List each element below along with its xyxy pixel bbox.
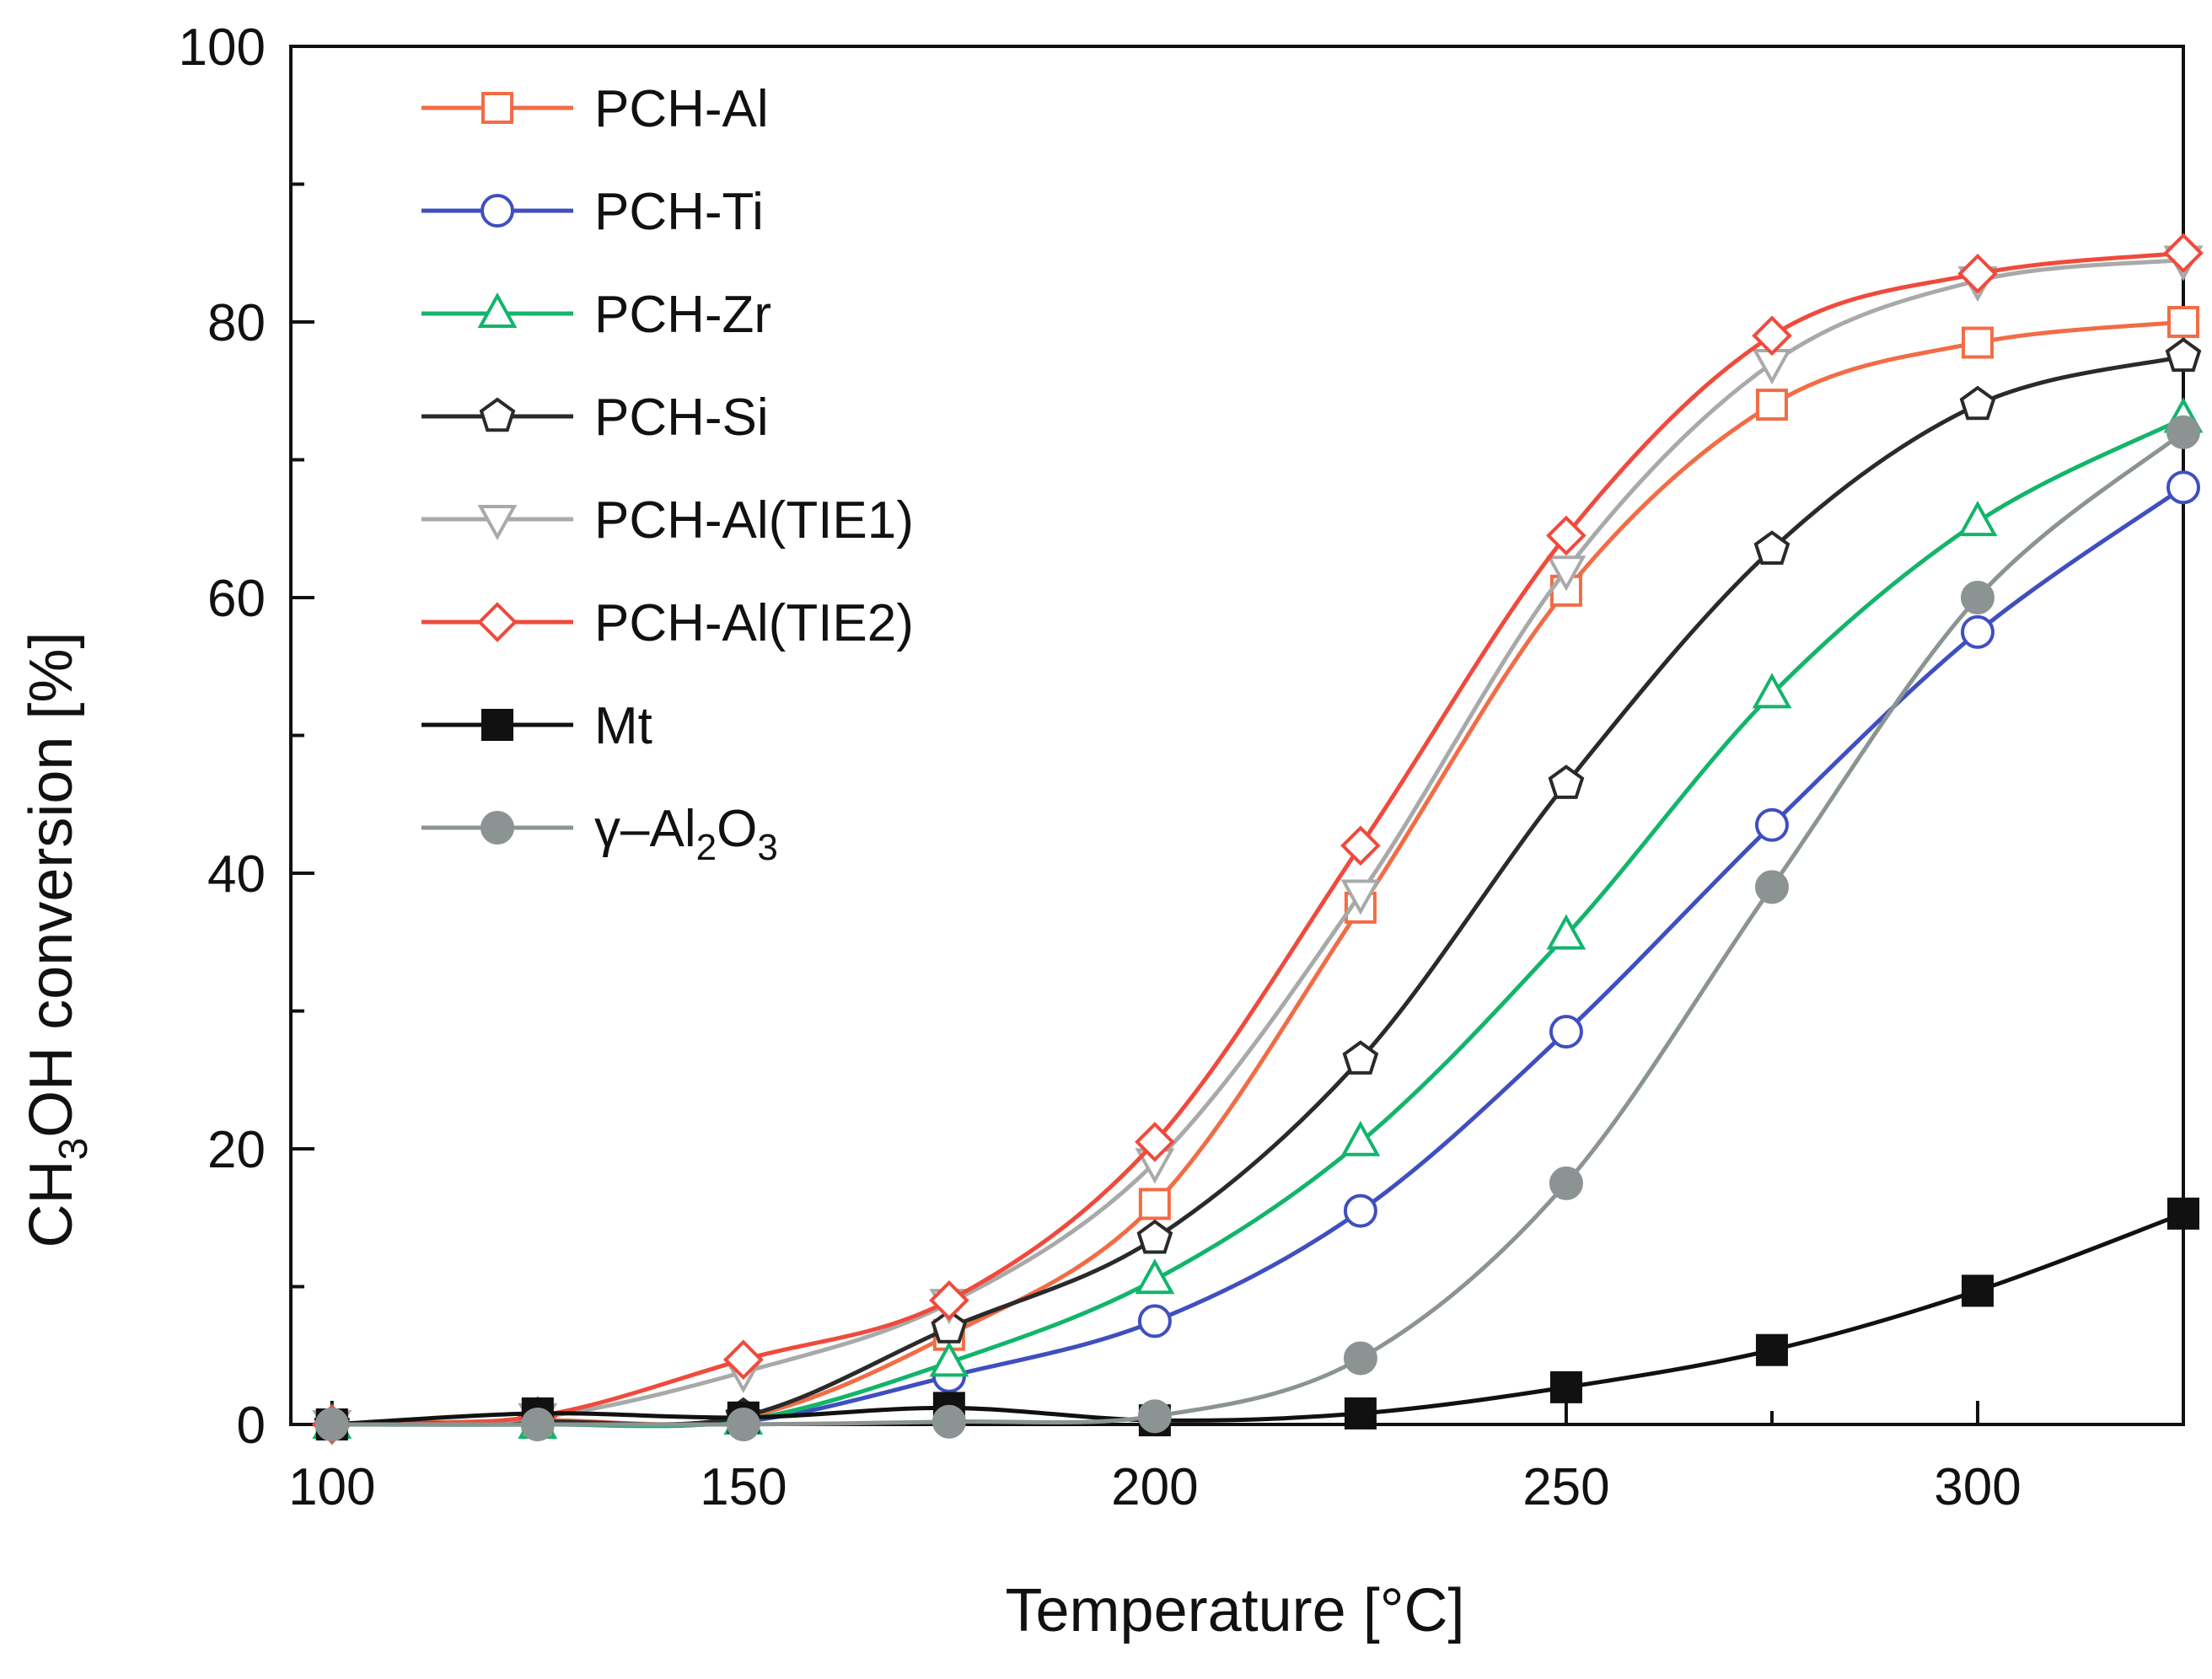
data-point [1135,1258,1175,1295]
legend-label: Mt [594,697,652,755]
data-point [1549,1371,1582,1403]
data-point [1546,914,1587,950]
legend-item: γ–Al2O3 [421,800,778,868]
y-tick-label: 40 [207,845,266,904]
x-tick-label: 250 [1522,1458,1609,1516]
data-point [2167,306,2199,338]
legend-label: PCH-Al(TIE2) [594,594,914,652]
data-point [1548,764,1585,799]
data-point [1755,1333,1788,1366]
legend-marker [477,505,518,541]
data-point [1546,555,1587,592]
legend-item: PCH-Al [421,80,769,138]
data-point [1549,1166,1583,1200]
axes-frame [289,45,2185,1426]
data-point [1340,879,1381,915]
data-point [1752,315,1792,357]
legend-marker [479,397,516,432]
tick-labels: 100 150 200 250 300 0 20 40 60 80 100 [179,19,2021,1516]
series-pch-al [315,306,2199,1440]
data-point [314,1408,349,1441]
data-point [1340,1120,1381,1156]
x-tick-label: 150 [700,1458,787,1516]
y-tick-label: 0 [237,1397,266,1455]
legend-item: PCH-Si [421,389,769,447]
legend-item: PCH-Al(TIE2) [421,594,914,652]
data-point [929,1341,969,1377]
data-point [2165,337,2202,373]
legend-marker [477,602,518,642]
y-tick-label: 60 [207,570,266,628]
data-point [2166,470,2200,505]
series-line [331,257,2184,1427]
series-pch-zr [312,397,2204,1439]
data-point [520,1408,555,1441]
series-line [331,319,2184,1427]
x-tick-label: 300 [1934,1458,2021,1516]
legend-item: PCH-Zr [421,286,771,344]
plot-frame [289,45,2185,1426]
legend-label: γ–Al2O3 [594,800,778,868]
data-point [1754,807,1789,842]
data-point [1342,1040,1379,1075]
data-point [1752,673,1792,709]
x-tick-label: 200 [1111,1458,1198,1516]
data-point [932,1404,966,1439]
series--al2o3 [314,415,2200,1441]
x-axis-title: Temperature [°C] [1006,1577,1465,1644]
y-tick-label: 80 [207,294,266,352]
data-point [1961,1274,1994,1307]
legend: PCH-Al PCH-Ti PCH-Zr PCH-Si PCH-Al(TIE1) PCH-… [421,80,914,868]
legend-label: PCH-Zr [594,286,771,344]
data-point [1957,253,1998,294]
data-point [2167,1197,2199,1230]
y-axis-title: CH3OH conversion [%] [18,632,96,1248]
data-point [1957,500,1998,537]
data-point [1755,389,1788,421]
data-point [722,1339,764,1381]
data-point [1137,1399,1172,1434]
legend-marker [481,709,513,741]
data-point [2163,233,2204,274]
data-point [1340,825,1381,866]
series-line [331,430,2185,1427]
legend-item: PCH-Al(TIE1) [421,491,914,550]
legend-marker [481,92,513,124]
data-point [1343,1194,1377,1228]
data-point [1753,530,1791,565]
series-line [331,250,2184,1427]
data-point [2166,415,2200,449]
legend-label: PCH-Al(TIE1) [594,491,914,550]
y-tick-label: 20 [207,1121,266,1179]
legend-item: PCH-Ti [421,183,764,241]
data-point [1960,581,1995,614]
y-tick-label: 100 [179,19,266,77]
series-line [331,1211,2184,1427]
series-layer [311,233,2204,1446]
legend-marker [481,194,514,228]
legend-marker [477,292,518,328]
x-tick-label: 100 [288,1458,375,1516]
legend-label: PCH-Al [594,80,769,138]
data-point [726,1408,760,1441]
data-point [1136,1219,1173,1254]
legend-label: PCH-Si [594,389,769,447]
data-point [929,1279,969,1321]
data-point [1546,515,1587,556]
data-point [1344,1397,1377,1430]
data-point [1135,1121,1175,1162]
data-point [1754,870,1789,904]
data-point [1961,326,1994,359]
data-point [1549,1015,1583,1049]
legend-marker [481,811,514,845]
data-point [1137,1304,1172,1338]
data-point [1138,1188,1171,1220]
data-point [1343,1341,1377,1376]
legend-label: PCH-Ti [594,183,764,241]
data-point [931,1309,968,1344]
legend-item: Mt [421,697,652,755]
data-point [1959,385,1996,421]
data-point [1960,614,1995,649]
